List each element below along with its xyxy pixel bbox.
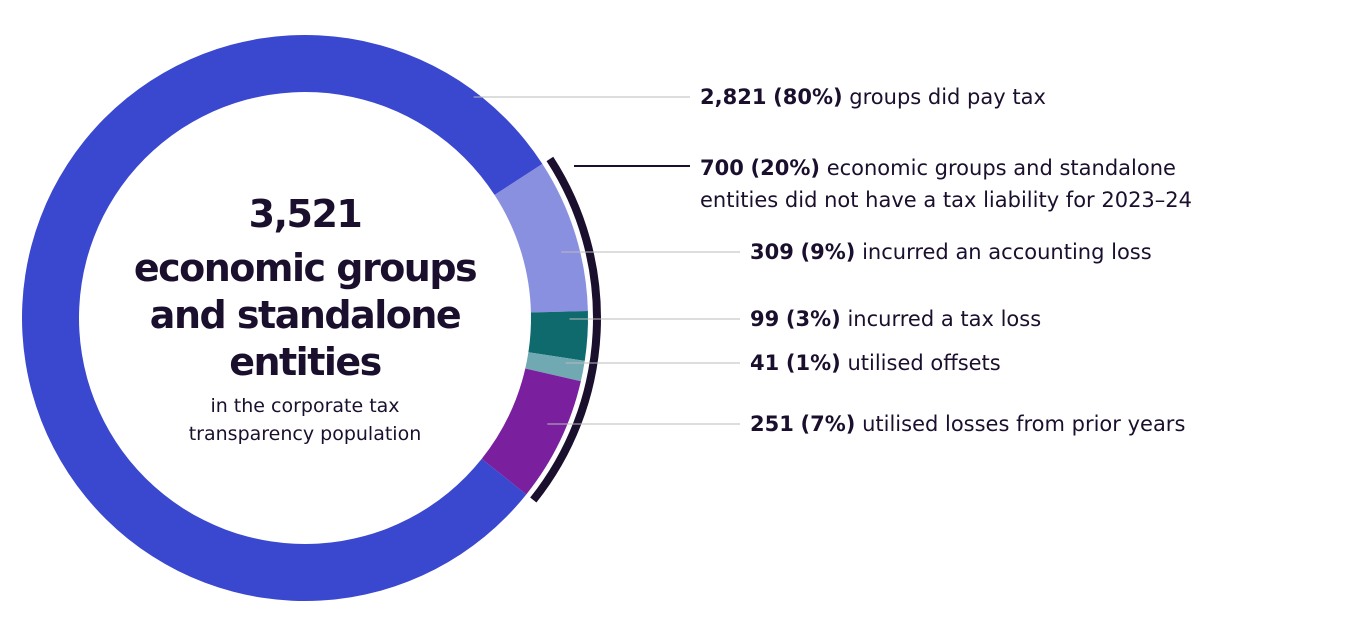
- center-title-line: economic groups: [133, 246, 478, 290]
- value-label: 41: [750, 351, 780, 375]
- value-label: 309: [750, 240, 794, 264]
- group-value-label: 700: [700, 156, 744, 180]
- percent-label: (80%): [773, 85, 843, 109]
- segment-label: 251 (7%) utilised losses from prior year…: [750, 408, 1185, 440]
- donut-segment: [528, 311, 589, 361]
- value-label: 251: [750, 412, 794, 436]
- group-label-line: economic groups and standalone: [826, 156, 1176, 180]
- segment-label: 99 (3%) incurred a tax loss: [750, 303, 1041, 335]
- percent-label: (7%): [800, 412, 856, 436]
- percent-label: (3%): [785, 307, 841, 331]
- segment-label: 41 (1%) utilised offsets: [750, 347, 1001, 379]
- group-label-line: entities did not have a tax liability fo…: [700, 188, 1193, 212]
- donut-segment: [525, 352, 585, 382]
- segment-label: 2,821 (80%) groups did pay tax: [700, 81, 1046, 113]
- center-subtitle-line: in the corporate tax: [210, 395, 400, 417]
- category-label: incurred a tax loss: [847, 307, 1042, 331]
- percent-label: (9%): [800, 240, 856, 264]
- percent-label: (1%): [785, 351, 841, 375]
- group-label: 700 (20%) economic groups and standalone…: [700, 152, 1192, 216]
- group-bracket: [530, 156, 601, 503]
- center-subtitle-line: transparency population: [188, 423, 422, 445]
- category-label: utilised losses from prior years: [862, 412, 1186, 436]
- category-label: utilised offsets: [847, 351, 1001, 375]
- donut-segment: [481, 368, 581, 495]
- center-value: 3,521: [248, 192, 363, 236]
- center-title-line: entities: [229, 340, 382, 384]
- category-label: incurred an accounting loss: [862, 240, 1152, 264]
- center-title-line: and standalone: [149, 293, 462, 337]
- category-label: groups did pay tax: [849, 85, 1046, 109]
- value-label: 2,821: [700, 85, 767, 109]
- donut-segment: [494, 163, 588, 313]
- group-percent-label: (20%): [750, 156, 820, 180]
- value-label: 99: [750, 307, 780, 331]
- segment-label: 309 (9%) incurred an accounting loss: [750, 236, 1152, 268]
